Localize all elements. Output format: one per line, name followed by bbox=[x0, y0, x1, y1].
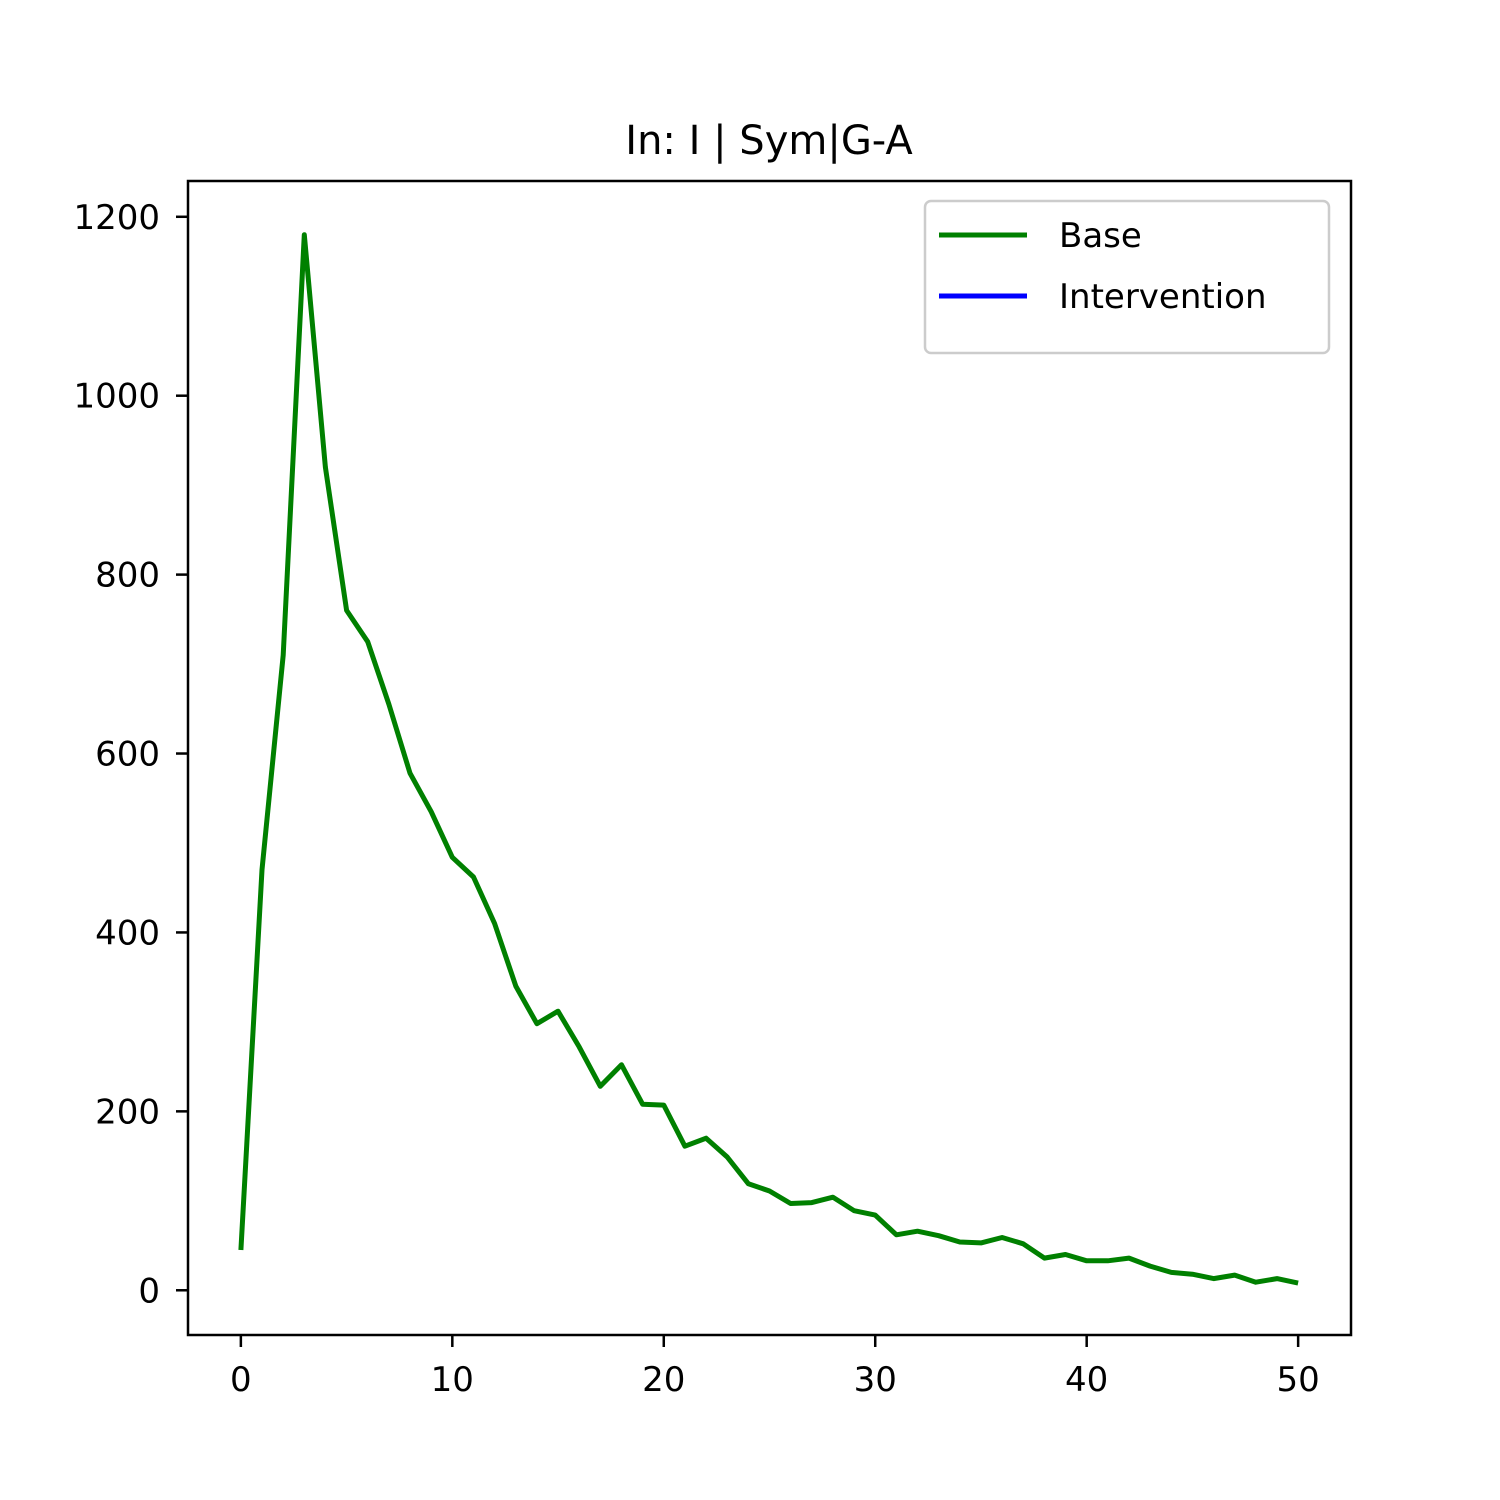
x-tick-label: 40 bbox=[1065, 1360, 1108, 1400]
series-line-base bbox=[238, 232, 1299, 1286]
y-tick-label: 800 bbox=[95, 556, 160, 596]
y-tick-label: 0 bbox=[138, 1271, 160, 1311]
x-tick-label: 0 bbox=[230, 1360, 252, 1400]
x-tick-label: 20 bbox=[642, 1360, 685, 1400]
y-tick-label: 1200 bbox=[73, 198, 160, 238]
x-tick-label: 10 bbox=[431, 1360, 474, 1400]
legend: Base Intervention bbox=[923, 199, 1331, 355]
y-axis: 0 200 400 600 800 1000 1200 bbox=[73, 198, 188, 1311]
legend-label-intervention: Intervention bbox=[1059, 277, 1267, 317]
y-tick-label: 400 bbox=[95, 913, 160, 953]
x-tick-label: 30 bbox=[854, 1360, 897, 1400]
x-axis: 0 10 20 30 40 50 bbox=[230, 1335, 1320, 1400]
y-tick-label: 600 bbox=[95, 735, 160, 775]
x-tick-label: 50 bbox=[1277, 1360, 1320, 1400]
chart-title: In: I | Sym|G-A bbox=[625, 118, 913, 164]
y-tick-label: 1000 bbox=[73, 377, 160, 417]
y-tick-label: 200 bbox=[95, 1092, 160, 1132]
legend-label-base: Base bbox=[1059, 216, 1142, 256]
legend-box bbox=[923, 199, 1331, 355]
plot-area-frame bbox=[186, 179, 1353, 1337]
series-layer bbox=[238, 232, 1299, 1286]
